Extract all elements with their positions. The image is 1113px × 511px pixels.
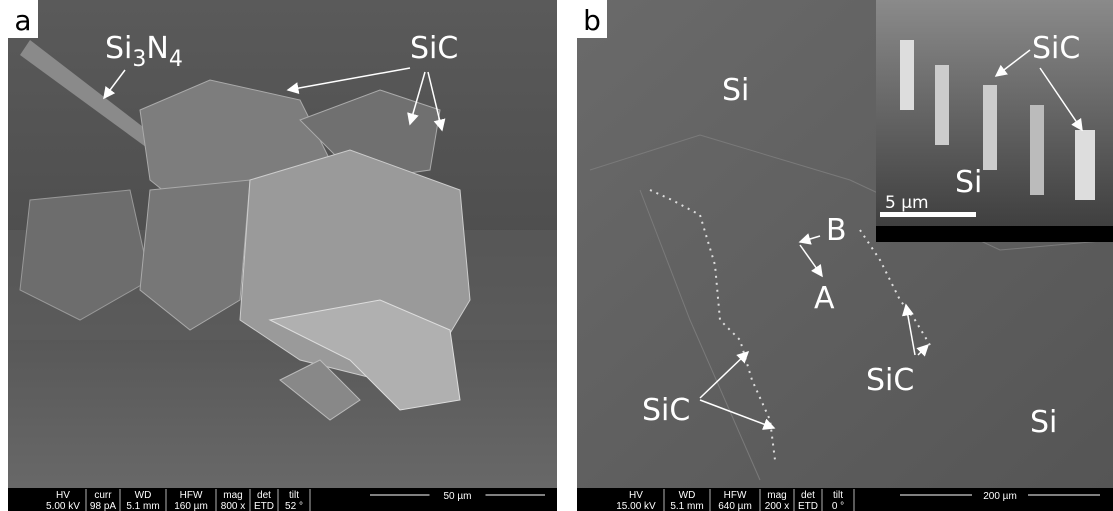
label-si: Si	[1030, 405, 1057, 440]
scale-label: 200 µm	[983, 491, 1017, 502]
databar-value: 5.1 mm	[126, 501, 159, 511]
label-sic: SiC	[410, 31, 458, 66]
label-sic: SiC	[642, 393, 690, 428]
databar-header: tilt	[833, 490, 843, 501]
databar-header: WD	[135, 490, 152, 501]
databar-header: WD	[679, 490, 696, 501]
databar-value: 640 µm	[718, 501, 752, 511]
inset-label-si: Si	[955, 165, 982, 200]
panel-b: b Si B A SiC SiC Si SiC Si 5 µm HV15.00 …	[577, 0, 1113, 511]
databar-header: curr	[94, 490, 112, 501]
databar-value: 5.1 mm	[670, 501, 703, 511]
figure: a Si3N4 SiC HV5.00 kVcurr98 pAWD5.1 mmHF…	[0, 0, 1113, 511]
label-sic: SiC	[866, 363, 914, 398]
formula-part: N	[146, 31, 168, 66]
databar-header: HFW	[724, 490, 747, 501]
label-b: B	[826, 213, 847, 248]
label-si: Si	[722, 73, 749, 108]
databar-value: 200 x	[765, 501, 789, 511]
formula-part: Si	[105, 31, 132, 66]
databar-header: tilt	[289, 490, 299, 501]
databar-header: mag	[767, 490, 786, 501]
formula-subscript: 4	[169, 47, 183, 72]
databar-value: 160 µm	[174, 501, 208, 511]
databar-header: det	[257, 490, 271, 501]
panel-letter: b	[583, 4, 601, 37]
databar-value: ETD	[254, 501, 274, 511]
databar-value: ETD	[798, 501, 818, 511]
databar-header: HV	[56, 490, 70, 501]
databar-value: 52 °	[285, 501, 303, 511]
databar-value: 0 °	[832, 501, 844, 511]
panel-letter: a	[14, 4, 31, 37]
scale-label: 50 µm	[444, 491, 472, 502]
label-a: A	[814, 281, 835, 316]
formula-subscript: 3	[132, 47, 146, 72]
inset-label-sic: SiC	[1032, 31, 1080, 66]
databar-header: HFW	[180, 490, 203, 501]
databar-header: HV	[629, 490, 643, 501]
databar-value: 800 x	[221, 501, 245, 511]
databar-value: 5.00 kV	[46, 501, 80, 511]
databar-header: mag	[223, 490, 242, 501]
databar-header: det	[801, 490, 815, 501]
databar-value: 98 pA	[90, 501, 116, 511]
databar-value: 15.00 kV	[616, 501, 656, 511]
inset-scale-label: 5 µm	[885, 193, 929, 213]
